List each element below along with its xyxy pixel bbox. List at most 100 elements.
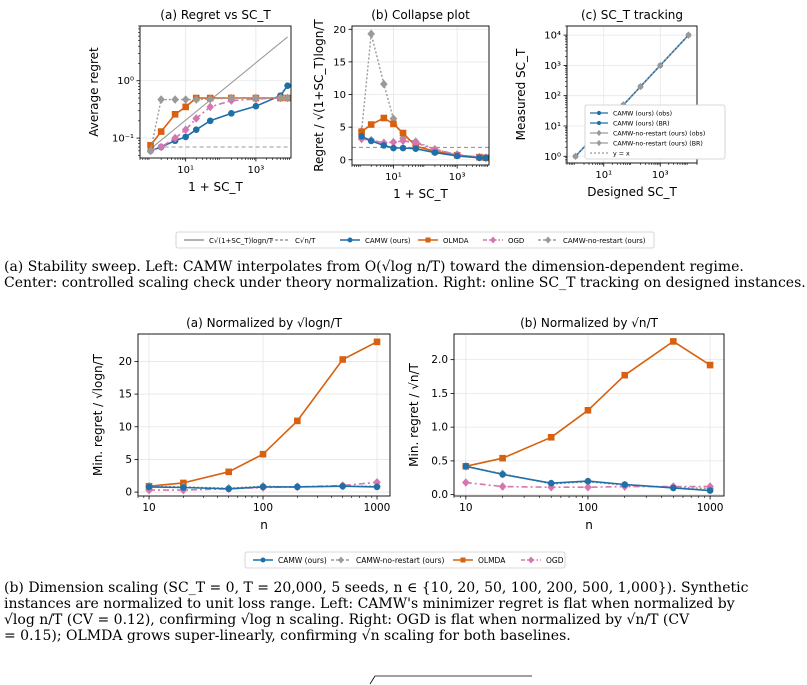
plot-frame [453,333,725,497]
y-tick-label: 0.0 [431,489,448,501]
y-axis-label: Min. regret / √n/T [407,363,421,467]
data-point [192,95,201,104]
series-line-camw [361,135,486,159]
data-point [180,484,187,491]
data-point [228,110,235,117]
y-tick-label: 10⁰ [544,152,561,163]
data-point [482,154,489,162]
y-axis-label: Measured SC_T [514,48,528,140]
caption-stability-sweep: (a) Stability sweep. Left: CAMW interpol… [4,259,806,291]
caption-line: (b) Dimension scaling (SC_T = 0, T = 20,… [4,580,749,596]
caption-line: instances are normalized to unit loss ra… [4,596,735,612]
plot-frame [351,25,490,166]
data-point [347,237,353,243]
data-point [367,121,375,128]
legend-box [584,104,726,160]
legend-label: C√(1+SC_T)logn/T [209,237,274,245]
legend-label: y = x [613,151,630,158]
data-point [252,102,260,110]
data-point [596,129,602,137]
y-tick-label: 10 [119,421,132,433]
series-line-ogd [150,97,288,152]
chart-normalized-by-sqrt-n: 10 100 1000 0.0 0.5 1.0 1.5 2.0 (b) Normalized b… [407,316,725,532]
y-axis-label: Min. regret / √logn/T [91,353,105,476]
legend-label: CAMW-no-restart (ours) (obs) [613,131,705,138]
y-tick-label: 10⁰ [117,76,134,87]
x-tick-label: 1000 [697,502,724,514]
data-point [358,128,365,136]
series-line-norestart [360,33,486,159]
data-point [499,454,506,462]
data-point [399,129,407,137]
data-point [373,338,381,346]
data-point [157,142,165,152]
plot-frame [137,333,391,497]
y-tick-label: 1.0 [431,422,448,434]
data-point [460,557,466,563]
data-point [499,471,506,478]
x-axis-label: 1 + SC_T [393,187,448,201]
data-point [181,125,190,135]
legend-label: OGD [546,556,564,565]
y-tick-label: 15 [119,389,132,401]
data-point [157,95,165,104]
legend-box [244,551,566,569]
data-point [206,94,215,104]
legend-label: CAMW-no-restart (ours) [563,237,646,245]
legend-label: CAMW-no-restart (ours) (BR) [613,141,703,148]
data-point [390,144,397,152]
data-point [596,139,602,147]
x-tick-label: 10³ [248,165,265,176]
data-point [431,149,439,156]
legend-label: OGD [508,237,524,245]
data-point [547,433,555,441]
data-point [462,463,470,470]
data-point [260,557,266,563]
data-point [490,236,496,244]
data-point [252,93,260,103]
data-point [399,136,407,146]
y-tick-label: 0 [340,155,346,166]
data-point [227,93,236,103]
x-axis-label: n [585,518,593,532]
y-axis-label: Average regret [87,47,101,137]
x-tick-label: 100 [578,502,598,514]
y-tick-label: 5 [340,123,346,134]
series-line-camw [150,85,289,152]
data-point [284,82,291,89]
series-line-olmda [361,117,486,159]
data-point [146,146,155,156]
data-point [157,128,165,135]
x-axis-label: n [260,518,268,532]
grid-lines [454,334,724,496]
chart-sct-tracking: 10¹ 10³ 10⁰ 10¹ 10² 10³ 10⁴ (c) SC_T tracking De… [514,8,726,199]
plot-area [145,338,381,495]
legend-label: CAMW (ours) [278,556,327,565]
data-point [584,477,592,485]
plot-frame [566,25,698,164]
x-tick-label: 1000 [364,502,391,514]
chart-title: (b) Normalized by √n/T [520,316,658,330]
y-tick-label: 20 [333,25,346,36]
data-point [259,483,267,491]
y-tick-label: 20 [119,356,132,368]
plot-frame [139,25,292,159]
x-axis-label: 1 + SC_T [188,180,243,194]
data-point [294,417,301,425]
y-tick-label: 10 [333,90,346,101]
data-point [225,485,233,493]
x-tick-label: 10¹ [595,170,612,181]
data-point [206,117,214,125]
data-point [192,126,200,134]
data-point [380,79,388,89]
data-point [380,142,388,149]
data-point [670,338,677,345]
y-axis-label: Regret / √(1+SC_T)logn/T [312,19,326,172]
caption-line: Center: controlled scaling check under t… [4,275,806,291]
data-point [596,120,602,126]
grid-lines [352,26,489,165]
data-point [338,556,344,564]
data-point [192,114,201,123]
chart-title: (a) Regret vs SC_T [160,8,271,22]
series-line-ogd [361,138,486,159]
